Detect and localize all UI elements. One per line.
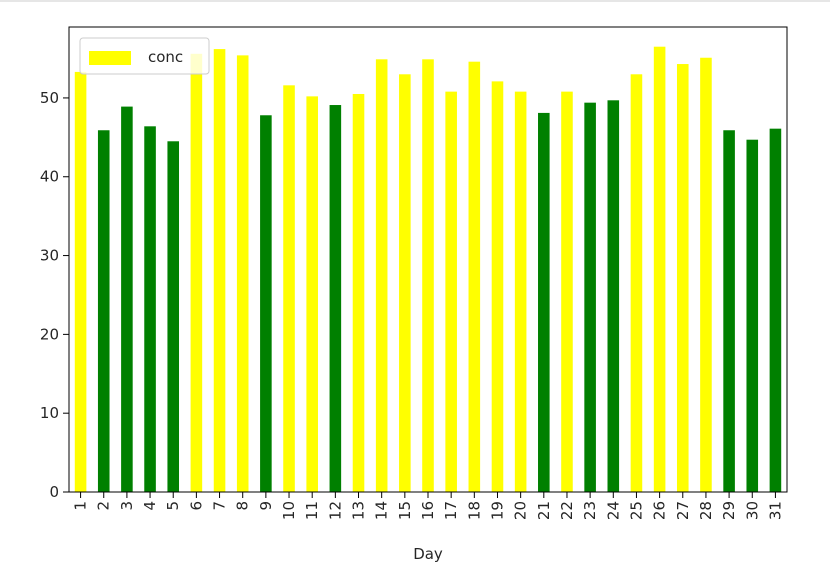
bar-day-29 bbox=[723, 130, 735, 492]
bar-day-14 bbox=[375, 59, 388, 493]
y-tick-label: 30 bbox=[40, 247, 59, 265]
bar-day-30 bbox=[746, 139, 759, 492]
x-tick-label: 30 bbox=[743, 501, 761, 520]
bar-day-10 bbox=[283, 85, 295, 492]
bar-day-8 bbox=[236, 55, 249, 493]
y-tick-label: 20 bbox=[40, 325, 59, 343]
x-tick-label: 6 bbox=[187, 501, 205, 511]
bar-day-17 bbox=[445, 91, 457, 492]
bar-day-6 bbox=[190, 53, 203, 493]
x-tick-label: 12 bbox=[326, 501, 344, 520]
bar-day-1 bbox=[74, 71, 87, 493]
bar-day-3 bbox=[121, 106, 133, 492]
y-tick-label: 40 bbox=[40, 168, 59, 186]
bar-day-11 bbox=[306, 96, 318, 493]
x-tick-label: 26 bbox=[651, 501, 669, 520]
x-tick-label: 27 bbox=[674, 501, 692, 520]
x-tick-label: 28 bbox=[697, 501, 715, 520]
x-tick-label: 31 bbox=[766, 501, 784, 520]
x-tick-label: 11 bbox=[303, 501, 321, 520]
x-tick-label: 10 bbox=[280, 501, 298, 520]
x-tick-label: 5 bbox=[164, 501, 182, 511]
bars-layer bbox=[74, 46, 782, 493]
x-tick-label: 3 bbox=[118, 501, 136, 511]
bar-day-16 bbox=[422, 59, 434, 493]
x-axis-label: Day bbox=[413, 545, 443, 563]
bar-day-7 bbox=[213, 49, 226, 492]
x-tick-label: 14 bbox=[373, 501, 391, 520]
x-tick-label: 16 bbox=[419, 501, 437, 520]
y-tick-label: 50 bbox=[40, 89, 59, 107]
bar-day-13 bbox=[352, 93, 365, 493]
x-tick-label: 17 bbox=[442, 501, 460, 520]
x-tick-label: 24 bbox=[604, 501, 622, 520]
bar-day-19 bbox=[491, 81, 504, 492]
bar-day-9 bbox=[260, 115, 272, 493]
bar-day-18 bbox=[468, 61, 481, 493]
x-tick-label: 1 bbox=[72, 501, 90, 511]
legend: conc bbox=[79, 37, 210, 75]
x-tick-label: 20 bbox=[512, 501, 530, 520]
bar-day-15 bbox=[399, 74, 411, 492]
bar-day-26 bbox=[653, 46, 666, 492]
x-tick-label: 21 bbox=[535, 501, 553, 520]
x-tick-label: 9 bbox=[257, 501, 275, 511]
x-tick-label: 19 bbox=[488, 501, 506, 520]
x-tick-label: 23 bbox=[581, 501, 599, 520]
y-tick-label: 10 bbox=[40, 404, 59, 422]
x-tick-label: 29 bbox=[720, 501, 738, 520]
x-tick-label: 4 bbox=[141, 501, 159, 511]
bar-day-25 bbox=[630, 74, 643, 492]
legend-swatch-conc bbox=[89, 51, 131, 65]
bar-day-22 bbox=[561, 91, 573, 492]
bar-day-31 bbox=[769, 128, 782, 493]
bar-day-24 bbox=[607, 100, 620, 493]
bar-day-2 bbox=[97, 130, 110, 492]
bar-day-23 bbox=[584, 102, 596, 492]
bar-day-28 bbox=[700, 57, 712, 493]
x-tick-label: 15 bbox=[396, 501, 414, 520]
x-axis: 1 2 3 4 5 6 7 8 9 10 11 12 13 14 15 16 17 18 19 20 21 22 23 24 2… bbox=[72, 492, 784, 520]
bar-day-20 bbox=[514, 91, 527, 492]
legend-label-conc: conc bbox=[148, 48, 183, 66]
bar-day-21 bbox=[538, 112, 550, 492]
notebook-top-rule bbox=[0, 0, 830, 2]
x-tick-label: 25 bbox=[627, 501, 645, 520]
x-tick-label: 18 bbox=[465, 501, 483, 520]
x-tick-label: 8 bbox=[234, 501, 252, 511]
x-tick-label: 2 bbox=[95, 501, 113, 511]
bar-day-27 bbox=[676, 64, 689, 492]
y-axis: 0 10 20 30 40 50 bbox=[40, 89, 69, 501]
x-tick-label: 7 bbox=[211, 501, 229, 511]
bar-day-12 bbox=[329, 105, 342, 492]
bar-day-5 bbox=[167, 141, 180, 492]
bar-day-4 bbox=[144, 126, 156, 492]
y-tick-label: 0 bbox=[49, 483, 59, 501]
x-tick-label: 22 bbox=[558, 501, 576, 520]
x-tick-label: 13 bbox=[350, 501, 368, 520]
